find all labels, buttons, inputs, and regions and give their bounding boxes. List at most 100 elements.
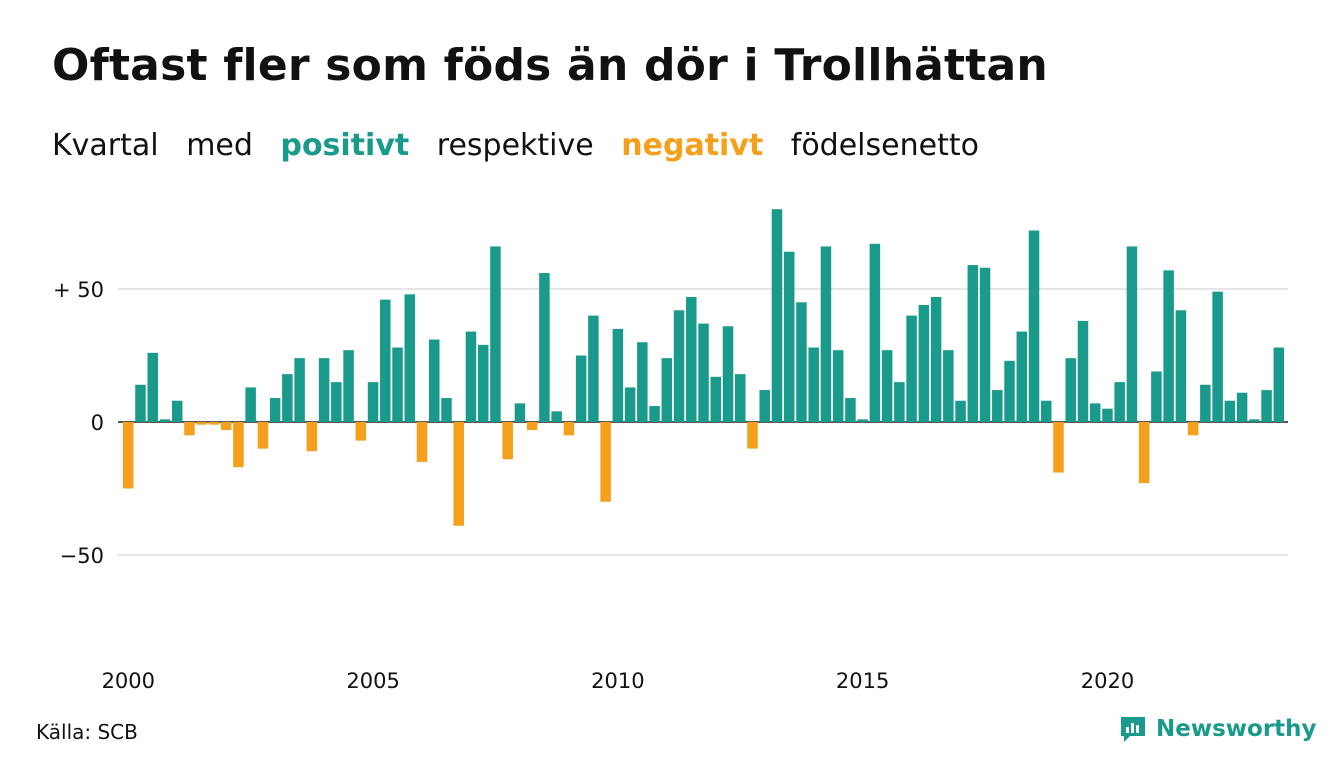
bar-positive — [1261, 390, 1272, 422]
bar-positive — [661, 358, 673, 422]
bar-positive — [967, 265, 979, 422]
chart-subtitle: Kvartal med positivt respektive negativt… — [52, 128, 997, 163]
bar-positive — [1249, 419, 1260, 422]
bar-positive — [857, 419, 868, 422]
bar-positive — [796, 302, 807, 422]
bar-positive — [1089, 403, 1101, 422]
bar-negative — [257, 422, 269, 449]
bar-negative — [233, 422, 244, 468]
subtitle-word: respektive — [436, 128, 594, 163]
bar-positive — [992, 390, 1003, 422]
x-tick-label: 2020 — [1081, 669, 1134, 693]
bar-positive — [845, 398, 856, 422]
bar-positive — [1004, 360, 1015, 422]
bar-negative — [600, 422, 611, 502]
bar-positive — [673, 310, 685, 422]
bar-positive — [282, 374, 293, 422]
bar-negative — [306, 422, 318, 452]
bar-positive — [1114, 382, 1125, 422]
bar-positive — [918, 304, 930, 422]
bar-negative — [208, 422, 220, 425]
bar-positive — [1028, 230, 1040, 422]
x-tick-label: 2000 — [102, 669, 155, 693]
bar-positive — [1175, 310, 1187, 422]
bar-positive — [735, 374, 746, 422]
bar-negative — [453, 422, 464, 526]
chart-title: Oftast fler som föds än dör i Trollhätta… — [52, 40, 1048, 91]
bar-positive — [429, 339, 440, 422]
y-tick-label: + 50 — [53, 278, 104, 302]
bar-positive — [1016, 331, 1028, 422]
bar-positive — [441, 398, 452, 422]
bar-positive — [1041, 400, 1052, 422]
bar-positive — [1200, 384, 1211, 422]
bar-positive — [1065, 358, 1076, 422]
bar-positive — [1212, 291, 1223, 422]
bar-positive — [539, 273, 550, 422]
bar-positive — [1163, 270, 1174, 422]
bar-negative — [747, 422, 758, 449]
bar-negative — [1053, 422, 1064, 473]
bar-negative — [502, 422, 513, 460]
bar-negative — [416, 422, 428, 462]
bar-positive — [881, 350, 893, 422]
bar-positive — [869, 243, 881, 422]
bar-positive — [551, 411, 562, 422]
bar-positive — [1126, 246, 1138, 422]
bar-negative — [1187, 422, 1199, 436]
bar-positive — [979, 267, 991, 422]
bar-positive — [759, 390, 770, 422]
bar-positive — [1224, 400, 1236, 422]
bar-positive — [135, 384, 146, 422]
bar-negative — [526, 422, 538, 430]
bar-positive — [894, 382, 905, 422]
bar-positive — [710, 376, 722, 422]
bar-positive — [159, 419, 171, 422]
bar-positive — [906, 315, 917, 422]
bar-positive — [477, 344, 489, 422]
bar-positive — [1151, 371, 1162, 422]
bar-positive — [367, 382, 379, 422]
bar-positive — [783, 251, 795, 422]
bar-positive — [1102, 408, 1113, 422]
bar-positive — [1077, 320, 1089, 422]
brand-logo: Newsworthy — [1118, 714, 1317, 744]
bar-positive — [820, 246, 832, 422]
bar-positive — [490, 246, 501, 422]
bar-positive — [1273, 347, 1285, 422]
y-tick-label: −50 — [60, 544, 104, 568]
bar-negative — [220, 422, 232, 430]
bar-positive — [698, 323, 709, 422]
subtitle-word: födelsenetto — [790, 128, 979, 163]
x-tick-label: 2015 — [836, 669, 889, 693]
bar-positive — [245, 387, 256, 422]
bar-positive — [832, 350, 844, 422]
x-tick-label: 2005 — [346, 669, 399, 693]
bar-positive — [649, 406, 660, 422]
bar-positive — [294, 358, 305, 422]
bar-positive — [269, 398, 281, 422]
bar-positive — [955, 400, 966, 422]
bar-negative — [184, 422, 195, 436]
bar-chart: + 50 0 −50 2000 2005 2010 2015 2020 — [53, 209, 1288, 693]
bar-positive — [465, 331, 477, 422]
subtitle-word: med — [186, 128, 253, 163]
bar-positive — [318, 358, 330, 422]
bar-positive — [404, 294, 416, 422]
bar-positive — [637, 342, 648, 422]
bar-positive — [575, 355, 587, 422]
bar-positive — [624, 387, 636, 422]
bar-positive — [588, 315, 599, 422]
bar-positive — [612, 328, 624, 422]
bar-positive — [686, 296, 697, 422]
subtitle-positive-label: positivt — [280, 128, 410, 163]
bar-positive — [771, 209, 783, 422]
bar-positive — [392, 347, 403, 422]
bar-negative — [1138, 422, 1150, 484]
bar-positive — [331, 382, 342, 422]
subtitle-word: Kvartal — [52, 128, 159, 163]
bar-positive — [171, 400, 183, 422]
bar-positive — [514, 403, 526, 422]
bar-positive — [343, 350, 354, 422]
brand-name: Newsworthy — [1156, 716, 1317, 742]
